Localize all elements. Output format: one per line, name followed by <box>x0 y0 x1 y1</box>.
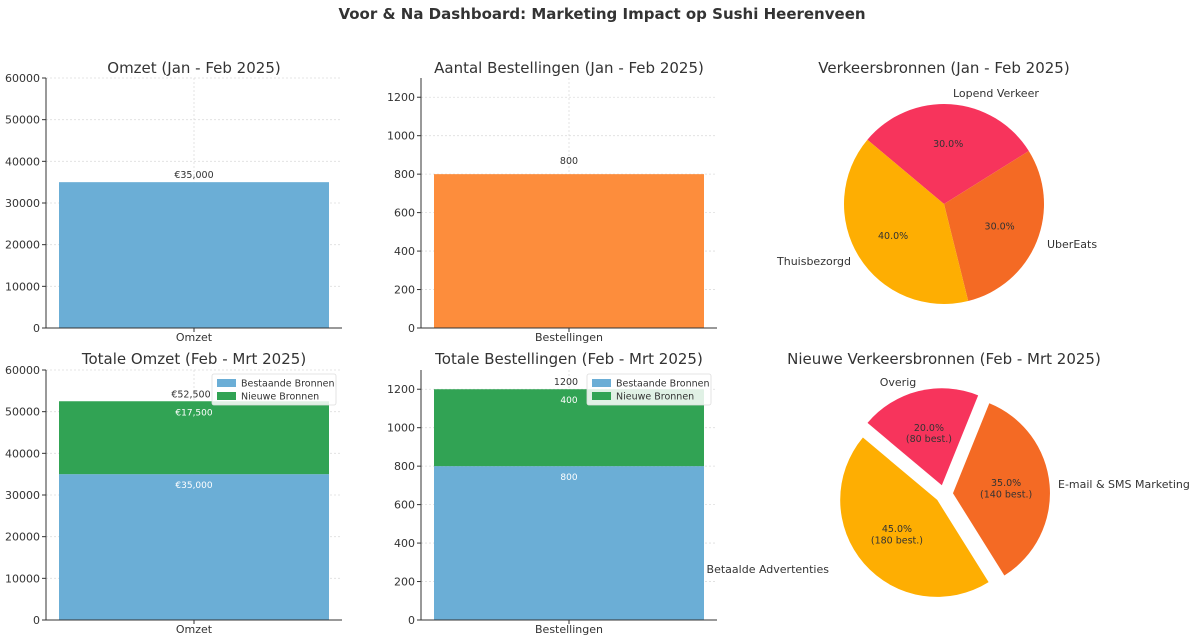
y-tick-label: 800 <box>394 460 415 473</box>
y-tick-label: 10000 <box>5 572 40 585</box>
y-tick-label: 50000 <box>5 406 40 419</box>
charts-group: Omzet (Jan - Feb 2025)€35,00001000020000… <box>5 59 1190 636</box>
traffic-after-chart: Nieuwe Verkeersbronnen (Feb - Mrt 2025) 2… <box>707 350 1190 597</box>
pie-slice-label: E-mail & SMS Marketing <box>1058 478 1190 491</box>
bar-total-label: €52,500 <box>171 389 210 400</box>
legend-swatch <box>592 379 611 387</box>
y-tick-label: 1000 <box>387 130 415 143</box>
chart-title: Nieuwe Verkeersbronnen (Feb - Mrt 2025) <box>787 350 1101 368</box>
x-tick-label: Omzet <box>176 623 213 636</box>
y-tick-label: 200 <box>394 576 415 589</box>
y-tick-label: 30000 <box>5 489 40 502</box>
y-tick-label: 20000 <box>5 531 40 544</box>
x-tick-label: Bestellingen <box>535 623 603 636</box>
legend-box <box>211 373 337 406</box>
y-tick-label: 400 <box>394 245 415 258</box>
chart-title: Totale Bestellingen (Feb - Mrt 2025) <box>434 350 703 368</box>
pie-pct-label: 35.0% (140 best.) <box>980 478 1032 500</box>
bar-data-label: €35,000 <box>174 170 213 181</box>
legend-label: Bestaande Bronnen <box>241 379 335 390</box>
x-tick-label: Omzet <box>176 331 213 344</box>
y-tick-label: 50000 <box>5 114 40 127</box>
pie-slice <box>844 139 969 304</box>
bar-data-label: €17,500 <box>175 408 212 418</box>
legend-label: Nieuwe Bronnen <box>241 392 319 403</box>
chart-title: Omzet (Jan - Feb 2025) <box>107 59 280 77</box>
legend-label: Bestaande Bronnen <box>616 379 710 390</box>
y-tick-label: 30000 <box>5 197 40 210</box>
y-tick-label: 60000 <box>5 72 40 85</box>
legend-swatch <box>217 379 236 387</box>
bar-new <box>59 401 329 475</box>
pie-slice <box>840 437 989 597</box>
dashboard-title: Voor & Na Dashboard: Marketing Impact op… <box>338 5 865 23</box>
legend-box <box>586 373 712 406</box>
legend-swatch <box>592 392 611 400</box>
pie-slice-label: UberEats <box>1047 238 1097 251</box>
pie-slice-label: Thuisbezorgd <box>776 255 851 268</box>
bar <box>434 174 704 328</box>
y-tick-label: 10000 <box>5 280 40 293</box>
y-tick-label: 1200 <box>387 383 415 396</box>
bar-data-label: 800 <box>560 473 577 483</box>
bar-total-label: 1200 <box>554 377 578 388</box>
orders-after-chart: Totale Bestellingen (Feb - Mrt 2025) 800 4… <box>387 350 717 636</box>
y-tick-label: 1000 <box>387 422 415 435</box>
omzet-before-chart: Omzet (Jan - Feb 2025) €35,000 0 10000 20000… <box>5 59 342 344</box>
y-tick-label: 0 <box>408 322 415 335</box>
pie-pct-label: 30.0% <box>933 139 963 150</box>
pie-slice-label: Betaalde Advertenties <box>707 563 830 576</box>
y-tick-label: 0 <box>33 614 40 627</box>
y-tick-label: 0 <box>408 614 415 627</box>
legend-swatch <box>217 392 236 400</box>
pie-pct-label: 20.0% (80 best.) <box>906 423 952 445</box>
pie-slice <box>944 151 1044 302</box>
y-tick-label: 60000 <box>5 364 40 377</box>
y-tick-label: 40000 <box>5 447 40 460</box>
x-tick-label: Bestellingen <box>535 331 603 344</box>
pie-slice <box>867 104 1029 204</box>
legend-label: Nieuwe Bronnen <box>616 392 694 403</box>
chart-title: Aantal Bestellingen (Jan - Feb 2025) <box>434 59 704 77</box>
bar-data-label: 400 <box>560 396 577 406</box>
y-tick-label: 800 <box>394 168 415 181</box>
y-tick-label: 600 <box>394 499 415 512</box>
bar <box>59 182 329 328</box>
pie-slice-label: Overig <box>880 376 917 389</box>
traffic-before-chart: Verkeersbronnen (Jan - Feb 2025) 30.0% Lop… <box>776 59 1097 304</box>
bar-data-label: 800 <box>560 156 578 167</box>
pie-slice <box>867 388 979 486</box>
y-tick-label: 400 <box>394 537 415 550</box>
chart-title: Verkeersbronnen (Jan - Feb 2025) <box>818 59 1069 77</box>
y-tick-label: 20000 <box>5 239 40 252</box>
y-tick-label: 600 <box>394 207 415 220</box>
pie-slice <box>952 403 1050 576</box>
y-tick-label: 200 <box>394 284 415 297</box>
pie-pct-label: 45.0% (180 best.) <box>871 524 923 546</box>
chart-title: Totale Omzet (Feb - Mrt 2025) <box>81 350 306 368</box>
pie-slice-label: Lopend Verkeer <box>953 87 1039 100</box>
bar-existing <box>59 474 329 620</box>
y-tick-label: 40000 <box>5 155 40 168</box>
orders-before-chart: Aantal Bestellingen (Jan - Feb 2025) 800 0… <box>387 59 717 344</box>
pie-pct-label: 40.0% <box>878 231 908 242</box>
pie-pct-label: 30.0% <box>985 221 1015 232</box>
omzet-after-chart: Totale Omzet (Feb - Mrt 2025) €35,000 €17,… <box>5 350 342 636</box>
bar-existing <box>434 466 704 620</box>
y-tick-label: 0 <box>33 322 40 335</box>
y-tick-label: 1200 <box>387 91 415 104</box>
bar-data-label: €35,000 <box>175 481 212 491</box>
